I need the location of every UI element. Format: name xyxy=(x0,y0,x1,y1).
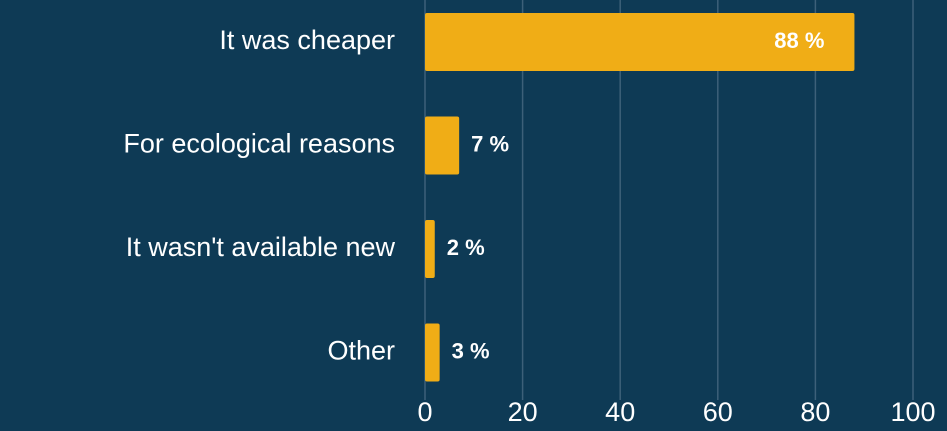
x-tick-label: 40 xyxy=(605,397,635,427)
value-label: 7 % xyxy=(471,131,509,156)
value-label: 88 % xyxy=(774,28,824,53)
category-label: Other xyxy=(327,336,395,366)
x-tick-label: 100 xyxy=(890,397,935,427)
bar xyxy=(425,13,855,71)
category-label: It wasn't available new xyxy=(126,232,396,262)
value-label: 3 % xyxy=(452,338,490,363)
category-label: For ecological reasons xyxy=(123,129,395,159)
bar xyxy=(425,323,440,382)
x-tick-label: 20 xyxy=(508,397,538,427)
x-tick-label: 60 xyxy=(703,397,733,427)
x-tick-label: 0 xyxy=(417,397,432,427)
category-label: It was cheaper xyxy=(219,25,395,55)
bar xyxy=(425,116,460,175)
bar xyxy=(425,220,435,278)
x-tick-label: 80 xyxy=(800,397,830,427)
value-label: 2 % xyxy=(447,235,485,260)
